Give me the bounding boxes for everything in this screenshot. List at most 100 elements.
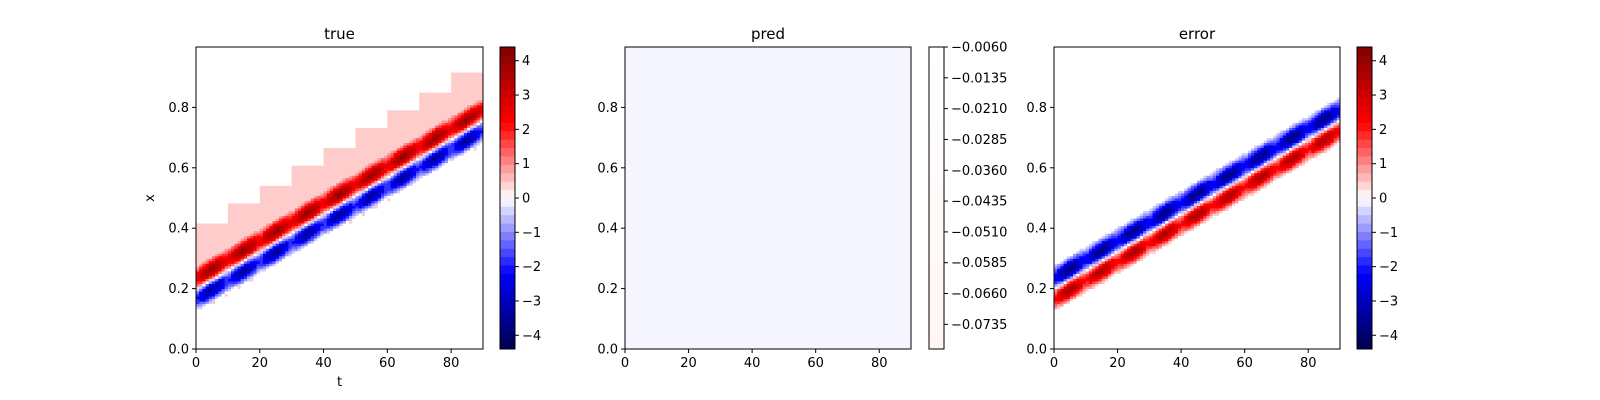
heatmap-cell [250,112,254,115]
heatmap-cell [285,65,289,68]
heatmap-cell [263,128,267,131]
heatmap-cell [250,85,254,88]
heatmap-cell [285,233,289,236]
heatmap-cell [285,336,289,339]
heatmap-cell [206,52,210,55]
heatmap-cell [237,198,241,201]
heatmap-cell [206,331,210,334]
heatmap-cell [196,117,200,120]
heatmap-cell [234,319,238,322]
heatmap-cell [225,243,229,246]
heatmap-cell [234,231,238,234]
heatmap-cell [222,168,226,171]
heatmap-cell [202,238,206,241]
heatmap-cell [206,82,210,85]
heatmap-cell [295,62,299,65]
heatmap-cell [282,253,286,256]
heatmap-cell [260,100,264,103]
heatmap-cell [241,190,245,193]
heatmap-cell [199,299,203,302]
heatmap-cell [292,266,296,269]
heatmap-cell [288,279,292,282]
heatmap-cell [244,65,248,68]
heatmap-cell [273,268,277,271]
heatmap-cell [301,188,305,191]
heatmap-cell [273,133,277,136]
heatmap-cell [196,251,200,254]
heatmap-cell [225,178,229,181]
heatmap-cell [222,301,226,304]
heatmap-cell [228,107,232,110]
heatmap-cell [212,190,216,193]
heatmap-cell [269,256,273,259]
heatmap-cell [196,241,200,244]
heatmap-cell [225,206,229,209]
heatmap-cell [241,246,245,249]
heatmap-cell [292,110,296,113]
heatmap-cell [241,236,245,239]
heatmap-cell [266,138,270,141]
heatmap-cell [292,170,296,173]
heatmap-cell [276,57,280,60]
heatmap-cell [257,183,261,186]
heatmap-cell [273,128,277,131]
heatmap-cell [269,248,273,251]
heatmap-cell [269,329,273,332]
heatmap-cell [244,75,248,78]
heatmap-cell [212,226,216,229]
heatmap-cell [263,236,267,239]
heatmap-cell [247,243,251,246]
heatmap-cell [225,65,229,68]
heatmap-cell [273,170,277,173]
heatmap-cell [196,248,200,251]
heatmap-cell [269,339,273,342]
heatmap-cell [260,153,264,156]
heatmap-cell [279,188,283,191]
heatmap-cell [285,203,289,206]
heatmap-cell [257,155,261,158]
heatmap-cell [231,138,235,141]
heatmap-cell [237,329,241,332]
heatmap-cell [250,241,254,244]
heatmap-cell [218,208,222,211]
heatmap-cell [209,75,213,78]
heatmap-cell [269,236,273,239]
heatmap-cell [266,281,270,284]
heatmap-cell [257,228,261,231]
heatmap-cell [266,120,270,123]
heatmap-cell [266,128,270,131]
heatmap-cell [295,228,299,231]
heatmap-cell [215,183,219,186]
heatmap-cell [292,173,296,176]
heatmap-cell [298,128,302,131]
heatmap-cell [257,70,261,73]
heatmap-cell [218,306,222,309]
heatmap-cell [247,304,251,307]
heatmap-cell [279,221,283,224]
heatmap-cell [250,326,254,329]
heatmap-cell [292,165,296,168]
heatmap-cell [253,256,257,259]
heatmap-cell [231,57,235,60]
heatmap-cell [295,251,299,254]
heatmap-cell [250,271,254,274]
heatmap-cell [196,80,200,83]
heatmap-cell [215,155,219,158]
heatmap-cell [234,85,238,88]
heatmap-cell [273,100,277,103]
heatmap-cell [276,261,280,264]
heatmap-cell [295,263,299,266]
heatmap-cell [225,70,229,73]
heatmap-cell [244,213,248,216]
heatmap-cell [282,268,286,271]
heatmap-cell [295,304,299,307]
heatmap-cell [276,291,280,294]
heatmap-cell [257,248,261,251]
heatmap-cell [263,228,267,231]
heatmap-cell [209,100,213,103]
heatmap-cell [215,85,219,88]
heatmap-cell [257,107,261,110]
heatmap-cell [298,208,302,211]
heatmap-cell [273,195,277,198]
heatmap-cell [212,125,216,128]
